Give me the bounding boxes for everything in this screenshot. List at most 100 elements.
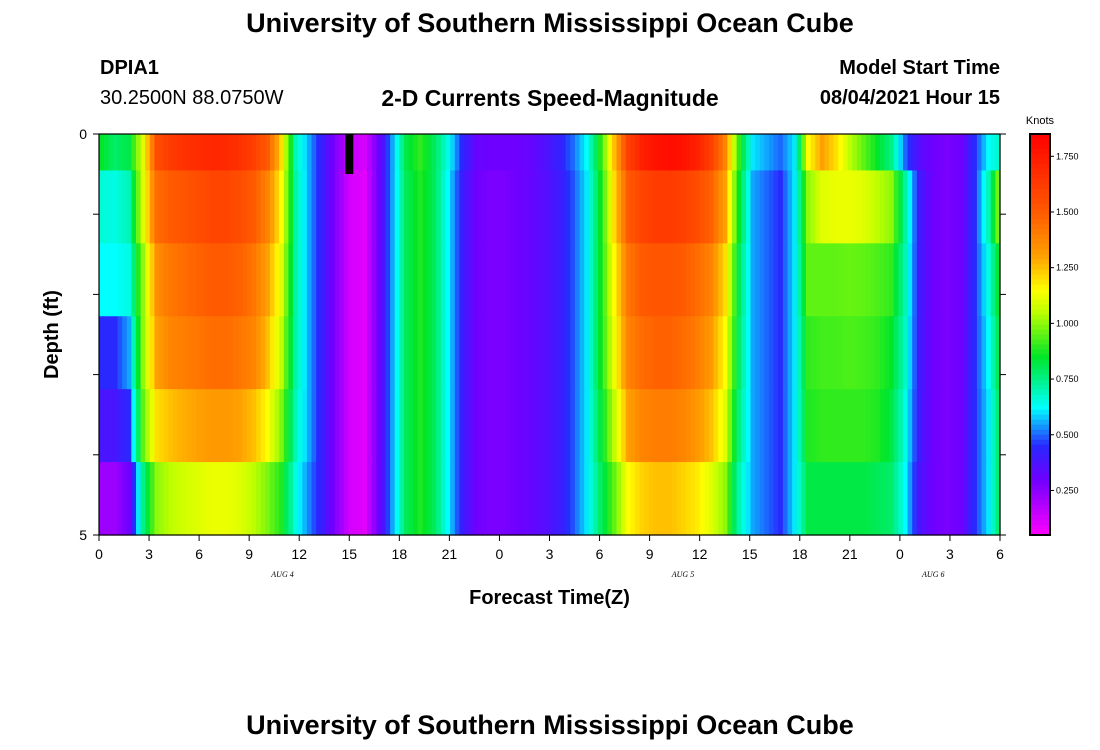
colorbar-segment	[1030, 449, 1050, 456]
heatmap-cell	[477, 389, 484, 463]
heatmap-cell	[376, 462, 382, 536]
colorbar-segment	[1030, 294, 1050, 301]
heatmap-cell	[348, 243, 354, 317]
heatmap-cell	[602, 389, 608, 463]
heatmap-cell	[542, 134, 548, 172]
heatmap-cell	[445, 170, 451, 244]
heatmap-cell	[491, 134, 497, 172]
heatmap-cell	[219, 170, 225, 244]
heatmap-cell	[796, 389, 802, 463]
heatmap-cell	[667, 134, 673, 172]
heatmap-cell	[464, 243, 470, 317]
heatmap-cell	[787, 243, 793, 317]
heatmap-cell	[745, 462, 752, 536]
heatmap-cell	[431, 243, 437, 317]
heatmap-cell	[380, 134, 387, 172]
heatmap-cell	[902, 170, 909, 244]
x-tick-label: 21	[442, 546, 458, 562]
heatmap-cell	[154, 389, 160, 463]
heatmap-cell	[773, 243, 779, 317]
heatmap-cell	[708, 170, 715, 244]
heatmap-cell	[598, 243, 604, 317]
heatmap-cell	[634, 316, 641, 390]
heatmap-cell	[126, 316, 132, 390]
heatmap-cell	[727, 170, 733, 244]
heatmap-cell	[288, 134, 294, 172]
colorbar-segment	[1030, 244, 1050, 250]
heatmap-cell	[551, 170, 558, 244]
heatmap-cell	[870, 462, 876, 536]
heatmap-cell	[926, 316, 932, 390]
heatmap-cell	[528, 462, 534, 536]
heatmap-cell	[829, 243, 835, 317]
heatmap-cell	[995, 170, 1001, 244]
heatmap-cell	[842, 134, 849, 172]
heatmap-cell	[182, 170, 188, 244]
heatmap-cell	[334, 243, 340, 317]
heatmap-cell	[981, 134, 987, 172]
heatmap-cell	[745, 170, 752, 244]
heatmap-cell	[427, 170, 433, 244]
heatmap-cell	[500, 170, 507, 244]
heatmap-cell	[256, 389, 262, 463]
heatmap-cell	[805, 134, 812, 172]
heatmap-cell	[334, 134, 340, 172]
heatmap-cell	[99, 243, 105, 317]
heatmap-cell	[542, 389, 548, 463]
heatmap-cell	[963, 462, 969, 536]
heatmap-cell	[972, 462, 978, 536]
heatmap-cell	[519, 134, 525, 172]
heatmap-cell	[815, 170, 821, 244]
heatmap-cell	[99, 134, 105, 172]
heatmap-cell	[242, 170, 248, 244]
heatmap-cell	[732, 389, 738, 463]
heatmap-cell	[473, 243, 479, 317]
colorbar-tick-label: 0.500	[1056, 430, 1079, 440]
heatmap-cell	[648, 170, 655, 244]
heatmap-cell	[325, 170, 331, 244]
heatmap-cell	[343, 170, 350, 244]
heatmap-cell	[403, 170, 410, 244]
x-tick-label: 0	[95, 546, 103, 562]
heatmap-cell	[145, 170, 151, 244]
heatmap-cell	[385, 462, 391, 536]
heatmap-cell	[602, 170, 608, 244]
x-tick-label: 9	[646, 546, 654, 562]
heatmap-cell	[755, 243, 761, 317]
colorbar-segment	[1030, 309, 1050, 316]
heatmap-cell	[330, 134, 336, 172]
heatmap-cell	[200, 170, 206, 244]
heatmap-cell	[736, 134, 742, 172]
heatmap-cell	[958, 316, 964, 390]
heatmap-cell	[898, 462, 904, 536]
heatmap-cell	[648, 389, 655, 463]
heatmap-cell	[759, 389, 765, 463]
heatmap-cell	[500, 389, 507, 463]
heatmap-cell	[847, 462, 853, 536]
heatmap-cell	[981, 170, 987, 244]
heatmap-cell	[889, 243, 895, 317]
heatmap-cell	[533, 134, 539, 172]
heatmap-cell	[135, 316, 142, 390]
heatmap-cell	[390, 462, 396, 536]
heatmap-cell	[514, 170, 521, 244]
heatmap-cell	[172, 134, 179, 172]
heatmap-cell	[514, 389, 521, 463]
heatmap-cell	[625, 243, 631, 317]
colorbar-segment	[1030, 139, 1050, 145]
colorbar-segment	[1030, 149, 1050, 155]
heatmap-cell	[219, 462, 225, 536]
heatmap-cell	[380, 243, 387, 317]
heatmap-cell	[519, 462, 525, 536]
heatmap-cell	[630, 170, 636, 244]
heatmap-cell	[320, 243, 326, 317]
heatmap-cell	[380, 389, 387, 463]
heatmap-cell	[205, 134, 211, 172]
heatmap-cell	[445, 389, 451, 463]
heatmap-cell	[491, 389, 497, 463]
heatmap-cell	[302, 389, 308, 463]
colorbar-tick-label: 0.250	[1056, 485, 1079, 495]
colorbar: Knots 0.250 0.500 0.750 1.000 1.250 1.500 1.750	[1026, 115, 1079, 536]
heatmap-cell	[796, 316, 802, 390]
heatmap-cell	[561, 316, 567, 390]
